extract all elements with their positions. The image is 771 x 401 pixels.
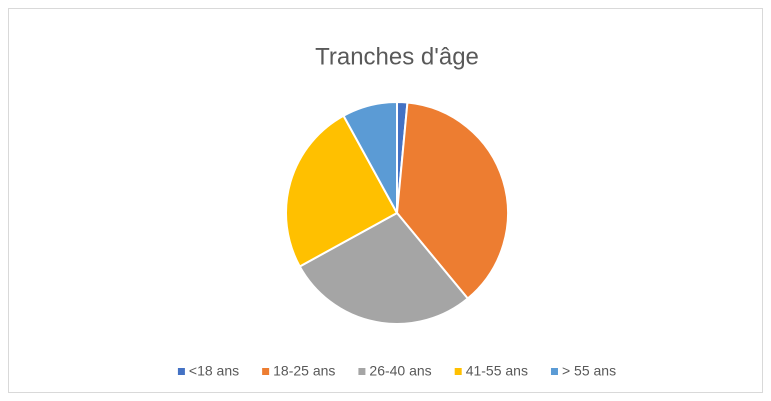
legend-swatch (177, 368, 185, 375)
legend-label: <18 ans (189, 363, 239, 379)
legend-swatch (358, 368, 366, 375)
legend-label: 18-25 ans (273, 363, 335, 379)
pie-slice (395, 101, 509, 300)
legend-label: > 55 ans (562, 363, 616, 379)
pie-slice (342, 100, 398, 214)
pie-slice (285, 114, 399, 268)
pie-slice (298, 211, 470, 325)
legend-label: 26-40 ans (369, 363, 431, 379)
legend-swatch (262, 368, 270, 375)
legend: <18 ans 18-25 ans 26-40 ans 41-55 ans > 55 a… (177, 363, 616, 379)
legend-swatch (550, 368, 558, 375)
legend-swatch (454, 368, 462, 375)
legend-label: 41-55 ans (466, 363, 528, 379)
chart-title: Tranches d'âge (315, 43, 479, 70)
